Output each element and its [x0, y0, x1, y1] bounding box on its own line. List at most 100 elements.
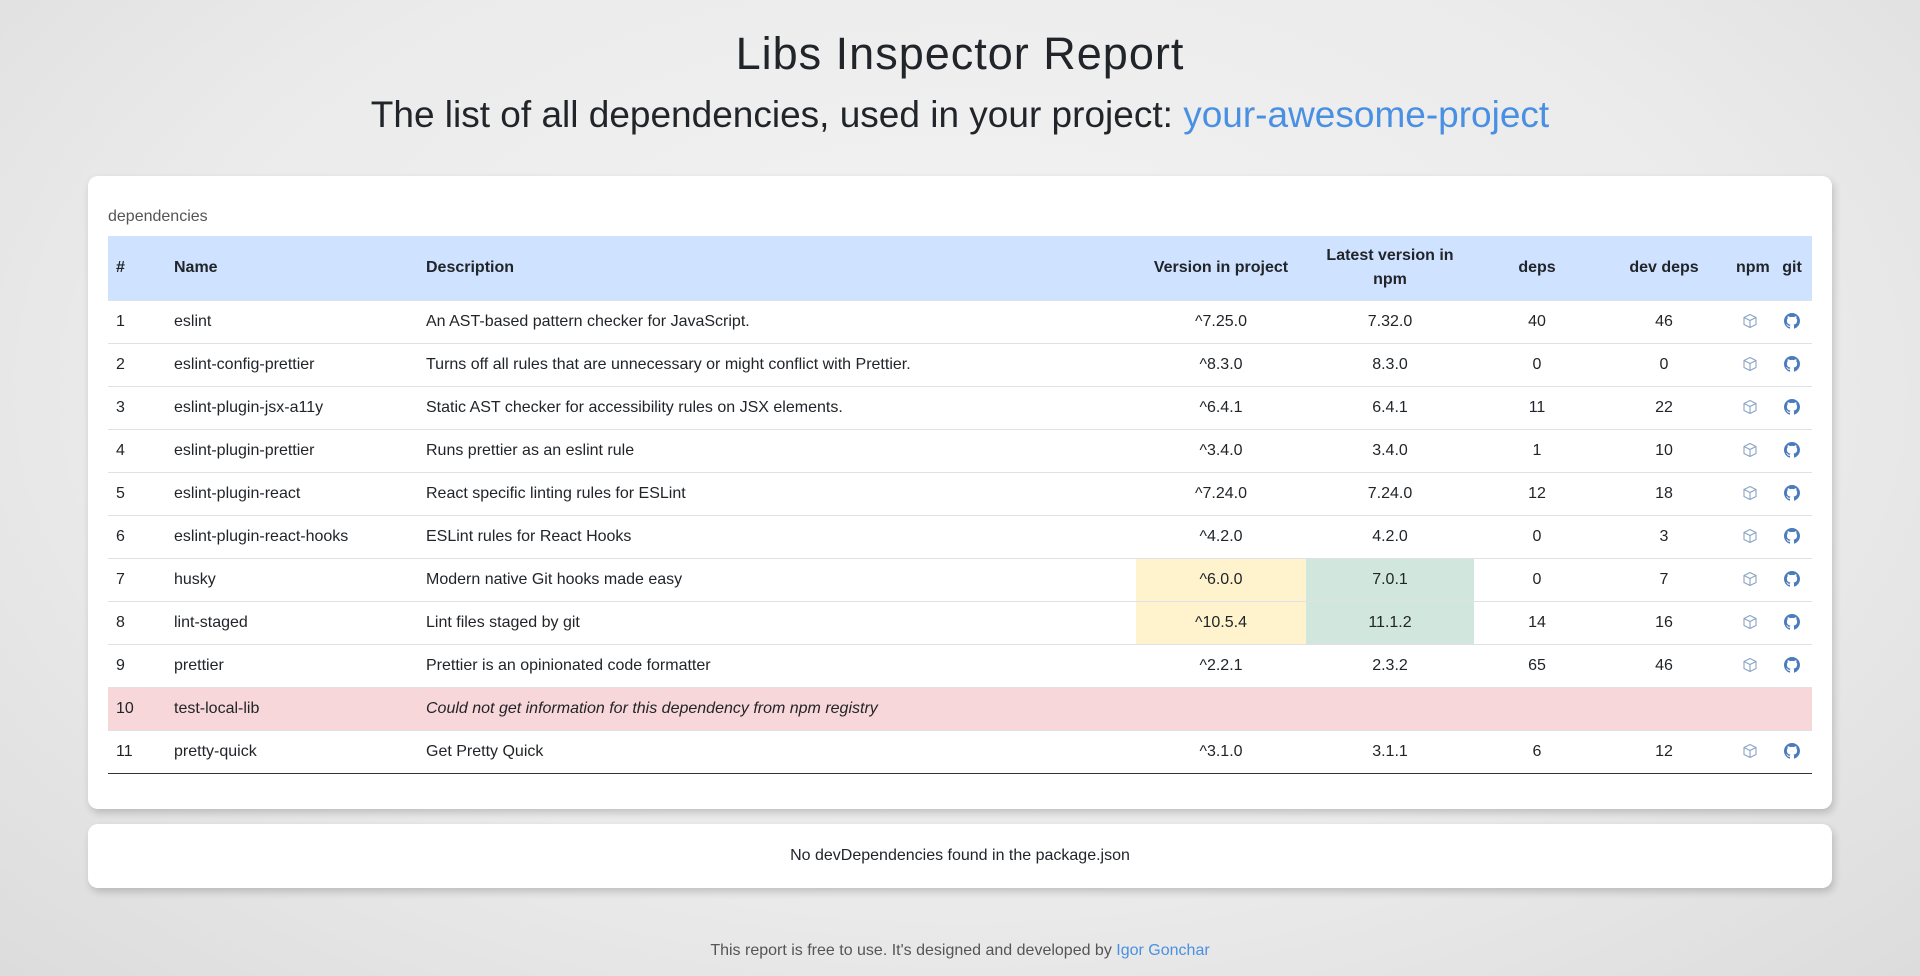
package-icon[interactable]	[1742, 657, 1758, 673]
github-icon[interactable]	[1784, 485, 1800, 501]
row-index: 2	[116, 355, 125, 373]
row-npm-cell	[1728, 300, 1772, 343]
table-row: 6 eslint-plugin-react-hooks ESLint rules…	[108, 515, 1812, 558]
package-icon[interactable]	[1742, 743, 1758, 759]
col-header-deps: deps	[1518, 258, 1556, 276]
github-icon[interactable]	[1784, 528, 1800, 544]
row-name: eslint-plugin-jsx-a11y	[174, 398, 324, 416]
row-version-latest: 7.32.0	[1367, 312, 1413, 330]
table-row: 2 eslint-config-prettier Turns off all r…	[108, 343, 1812, 386]
col-header-name: Name	[174, 258, 218, 276]
row-version-project: ^6.4.1	[1199, 398, 1243, 416]
row-npm-cell	[1728, 343, 1772, 386]
row-git-cell	[1772, 343, 1812, 386]
row-version-project: ^3.4.0	[1199, 441, 1243, 459]
github-icon[interactable]	[1784, 743, 1800, 759]
row-version-project: ^4.2.0	[1199, 527, 1243, 545]
github-icon[interactable]	[1784, 442, 1800, 458]
package-icon[interactable]	[1742, 442, 1758, 458]
github-icon[interactable]	[1784, 356, 1800, 372]
package-icon[interactable]	[1742, 313, 1758, 329]
row-version-project: ^6.0.0	[1136, 558, 1306, 601]
row-name: test-local-lib	[174, 699, 260, 717]
package-icon[interactable]	[1742, 356, 1758, 372]
row-index: 7	[116, 570, 125, 588]
footer-text: This report is free to use. It's designe…	[710, 942, 1117, 959]
row-version-project	[1136, 687, 1306, 730]
row-git-cell	[1772, 300, 1812, 343]
dependencies-caption: dependencies	[108, 208, 208, 225]
row-index: 8	[116, 613, 125, 631]
row-description: Lint files staged by git	[426, 613, 580, 631]
dependencies-card: dependencies # Name Description Version …	[88, 176, 1832, 809]
row-dev-deps: 18	[1655, 484, 1673, 502]
package-icon[interactable]	[1742, 528, 1758, 544]
github-icon[interactable]	[1784, 571, 1800, 587]
row-npm-cell	[1728, 515, 1772, 558]
row-version-latest: 7.24.0	[1367, 484, 1413, 502]
table-row: 8 lint-staged Lint files staged by git ^…	[108, 601, 1812, 644]
package-icon[interactable]	[1742, 571, 1758, 587]
row-version-latest: 6.4.1	[1372, 398, 1408, 416]
row-index: 9	[116, 656, 125, 674]
subtitle-text: The list of all dependencies, used in yo…	[370, 94, 1184, 135]
row-dev-deps: 46	[1655, 656, 1673, 674]
row-version-project: ^2.2.1	[1199, 656, 1243, 674]
table-row: 7 husky Modern native Git hooks made eas…	[108, 558, 1812, 601]
row-description: Get Pretty Quick	[426, 742, 544, 760]
github-icon[interactable]	[1784, 657, 1800, 673]
row-version-latest: 3.1.1	[1372, 742, 1408, 760]
package-icon[interactable]	[1742, 485, 1758, 501]
row-npm-cell	[1728, 472, 1772, 515]
row-version-latest: 2.3.2	[1372, 656, 1408, 674]
table-row: 4 eslint-plugin-prettier Runs prettier a…	[108, 429, 1812, 472]
row-name: husky	[174, 570, 216, 588]
row-dev-deps: 7	[1659, 570, 1669, 588]
row-deps: 11	[1528, 398, 1546, 416]
row-description: Could not get information for this depen…	[426, 699, 878, 717]
row-deps: 6	[1532, 742, 1542, 760]
row-name: pretty-quick	[174, 742, 257, 760]
row-version-project: ^7.25.0	[1195, 312, 1247, 330]
table-row: 1 eslint An AST-based pattern checker fo…	[108, 300, 1812, 343]
github-icon[interactable]	[1784, 614, 1800, 630]
row-deps: 1	[1532, 441, 1542, 459]
row-dev-deps: 3	[1659, 527, 1669, 545]
row-description: Static AST checker for accessibility rul…	[426, 398, 843, 416]
table-header-row: # Name Description Version in project La…	[108, 236, 1812, 300]
github-icon[interactable]	[1784, 399, 1800, 415]
row-name: eslint-plugin-react-hooks	[174, 527, 349, 545]
row-name: prettier	[174, 656, 224, 674]
row-index: 11	[116, 742, 133, 760]
col-header-npm: npm	[1736, 258, 1770, 276]
dependencies-table: # Name Description Version in project La…	[108, 236, 1812, 774]
row-dev-deps: 10	[1655, 441, 1673, 459]
project-name-link[interactable]: your-awesome-project	[1183, 94, 1550, 135]
dev-dependencies-card: No devDependencies found in the package.…	[88, 824, 1832, 888]
row-npm-cell	[1728, 386, 1772, 429]
author-link[interactable]: Igor Gonchar	[1116, 942, 1210, 959]
dev-dependencies-message: No devDependencies found in the package.…	[790, 847, 1130, 864]
row-git-cell	[1772, 515, 1812, 558]
row-deps: 12	[1528, 484, 1546, 502]
table-body: 1 eslint An AST-based pattern checker fo…	[108, 300, 1812, 773]
row-version-latest: 3.4.0	[1372, 441, 1408, 459]
row-dev-deps: 0	[1659, 355, 1669, 373]
row-git-cell	[1772, 558, 1812, 601]
col-header-git: git	[1782, 258, 1802, 276]
col-header-dev-deps: dev deps	[1629, 258, 1699, 276]
row-version-project: ^7.24.0	[1195, 484, 1247, 502]
package-icon[interactable]	[1742, 614, 1758, 630]
row-git-cell	[1772, 601, 1812, 644]
row-index: 1	[116, 312, 125, 330]
row-index: 4	[116, 441, 125, 459]
table-row: 11 pretty-quick Get Pretty Quick ^3.1.0 …	[108, 730, 1812, 773]
github-icon[interactable]	[1784, 313, 1800, 329]
row-dev-deps: 12	[1655, 742, 1673, 760]
row-name: lint-staged	[174, 613, 248, 631]
row-version-latest: 4.2.0	[1372, 527, 1408, 545]
row-deps: 0	[1532, 570, 1542, 588]
row-version-latest: 7.0.1	[1306, 558, 1474, 601]
package-icon[interactable]	[1742, 399, 1758, 415]
row-description: ESLint rules for React Hooks	[426, 527, 632, 545]
